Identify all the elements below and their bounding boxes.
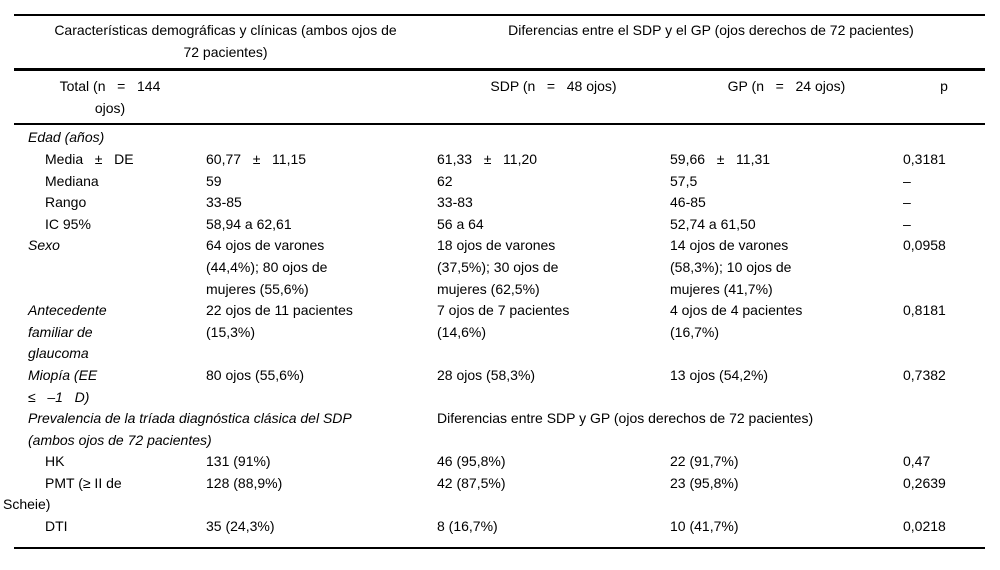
clinical-characteristics-table: Características demográficas y clínicas … (3, 14, 985, 549)
cell-total: 35 (24,3%) (206, 518, 275, 535)
cell-total: 59 (206, 172, 222, 189)
table-row-rango: Rango 33-85 33-83 46-85 – (14, 192, 985, 214)
cell-p: 0,8181 (903, 302, 946, 319)
table-row-pmt: PMT (≥ II de Scheie) 128 (88,9%) 42 (87,… (3, 473, 985, 516)
cell-total: 33-85 (206, 194, 242, 211)
cell-sdp: 46 (95,8%) (437, 453, 506, 470)
row-label: Rango (45, 194, 87, 211)
table-body: Edad (años) Media ± DE 60,77 ± 11,15 61,… (3, 125, 985, 549)
cell-p: – (903, 172, 911, 189)
cell-p: 0,2639 (903, 474, 946, 491)
row-label: Media ± DE (45, 150, 134, 167)
row-label: HK (45, 453, 65, 470)
table-row-antecedente: Antecedente familiar de glaucoma 22 ojos… (14, 300, 985, 365)
table-row-media: Media ± DE 60,77 ± 11,15 61,33 ± 11,20 5… (14, 149, 985, 171)
col-header-total: Total (n = 144 ojos) (59, 78, 161, 116)
row-label: IC 95% (45, 215, 91, 232)
cell-sdp: 28 ojos (58,3%) (437, 366, 536, 383)
cell-gp: 14 ojos de varones (58,3%); 10 ojos de m… (670, 237, 792, 297)
cell-sdp: 7 ojos de 7 pacientes (14,6%) (437, 302, 570, 340)
cell-gp: 10 (41,7%) (670, 518, 739, 535)
table-row-section-edad: Edad (años) (14, 127, 985, 149)
col-header-gp: GP (n = 24 ojos) (727, 78, 846, 95)
cell-p: 0,47 (903, 453, 931, 470)
row-label: Sexo (28, 237, 60, 254)
cell-sdp: 62 (437, 172, 453, 189)
cell-p: 0,0218 (903, 518, 946, 535)
col-header-p: p (940, 78, 948, 95)
table-row-mediana: Mediana 59 62 57,5 – (14, 171, 985, 193)
header-group-right: Diferencias entre el SDP y el GP (ojos d… (508, 22, 914, 38)
cell-p: 0,7382 (903, 366, 946, 383)
cell-sdp: 42 (87,5%) (437, 474, 506, 491)
cell-gp: 46-85 (670, 194, 706, 211)
row-label: Antecedente familiar de glaucoma (28, 302, 107, 362)
row-label: Miopía (EE ≤ –1 D) (28, 366, 98, 405)
cell-gp: 22 (91,7%) (670, 453, 739, 470)
cell-gp: 57,5 (670, 172, 698, 189)
section-label: Edad (años) (28, 129, 105, 146)
table-row-ic95: IC 95% 58,94 a 62,61 56 a 64 52,74 a 61,… (14, 214, 985, 236)
cell-sdp: 56 a 64 (437, 215, 484, 232)
cell-sdp: 8 (16,7%) (437, 518, 498, 535)
span-left-label: Prevalencia de la tríada diagnóstica clá… (28, 410, 352, 448)
table-row-hk: HK 131 (91%) 46 (95,8%) 22 (91,7%) 0,47 (14, 451, 985, 473)
header-group-row: Características demográficas y clínicas … (14, 14, 985, 72)
cell-p: – (903, 194, 911, 211)
cell-p: 0,3181 (903, 150, 946, 167)
column-header-row: Total (n = 144 ojos) SDP (n = 48 ojos) G… (14, 71, 985, 126)
cell-gp: 13 ojos (54,2%) (670, 366, 769, 383)
span-right-label: Diferencias entre SDP y GP (ojos derecho… (437, 410, 814, 427)
cell-total: 60,77 ± 11,15 (206, 150, 307, 167)
row-label: DTI (45, 518, 68, 535)
col-header-sdp: SDP (n = 48 ojos) (490, 78, 617, 95)
cell-gp: 23 (95,8%) (670, 474, 739, 491)
header-group-left: Características demográficas y clínicas … (54, 22, 397, 60)
cell-sdp: 18 ojos de varones (37,5%); 30 ojos de m… (437, 237, 559, 297)
cell-sdp: 33-83 (437, 194, 473, 211)
cell-sdp: 61,33 ± 11,20 (437, 150, 538, 167)
cell-p: 0,0958 (903, 237, 946, 254)
table-row-sexo: Sexo 64 ojos de varones (44,4%); 80 ojos… (14, 235, 985, 300)
cell-total: 128 (88,9%) (206, 474, 283, 491)
cell-total: 58,94 a 62,61 (206, 215, 292, 232)
table-row-dti: DTI 35 (24,3%) 8 (16,7%) 10 (41,7%) 0,02… (14, 516, 985, 538)
row-label: Mediana (45, 172, 99, 189)
cell-gp: 52,74 a 61,50 (670, 215, 756, 232)
cell-total: 80 ojos (55,6%) (206, 366, 305, 383)
table-row-miopia: Miopía (EE ≤ –1 D) 80 ojos (55,6%) 28 oj… (14, 365, 985, 408)
cell-total: 64 ojos de varones (44,4%); 80 ojos de m… (206, 237, 328, 297)
table-row-section-prevalencia: Prevalencia de la tríada diagnóstica clá… (14, 408, 985, 451)
cell-total: 22 ojos de 11 pacientes (15,3%) (206, 302, 353, 340)
cell-gp: 4 ojos de 4 pacientes (16,7%) (670, 302, 803, 340)
cell-p: – (903, 215, 911, 232)
cell-total: 131 (91%) (206, 453, 271, 470)
cell-gp: 59,66 ± 11,31 (670, 150, 771, 167)
row-label: PMT (≥ II de Scheie) (3, 474, 122, 513)
